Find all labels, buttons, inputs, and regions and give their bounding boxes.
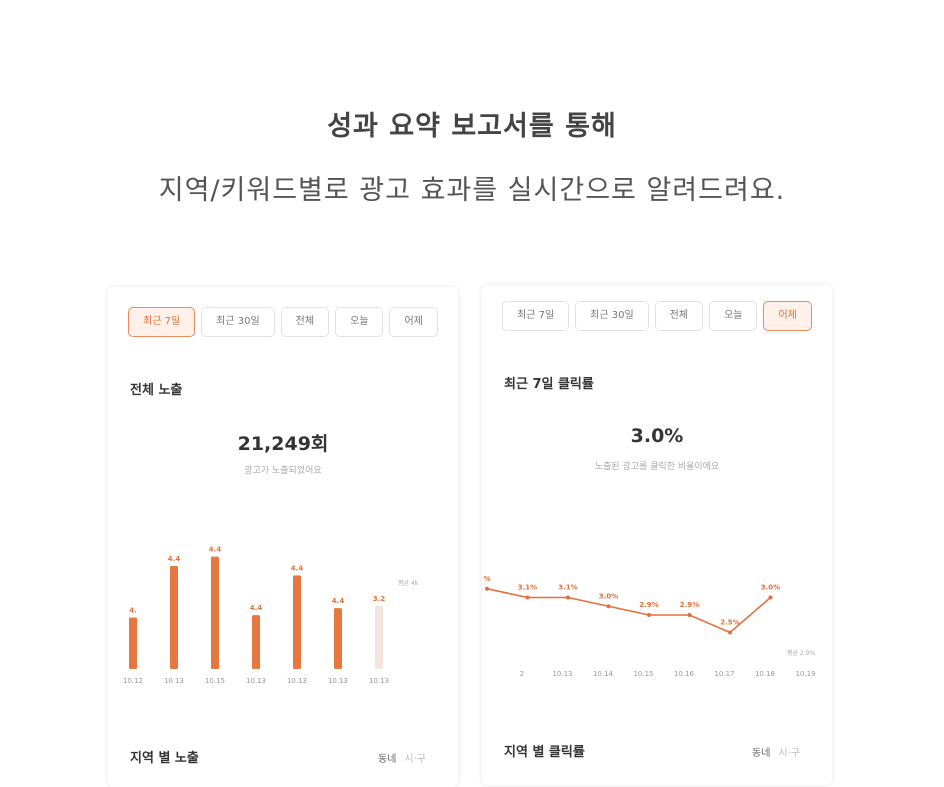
total-impressions: 21,249회 bbox=[237, 433, 329, 455]
bar bbox=[211, 556, 219, 669]
point-value-label: % bbox=[483, 575, 490, 583]
click-rate-caption: 노출된 광고를 클릭한 비율이에요 bbox=[594, 462, 720, 472]
impressions-card: 최근 7일 최근 30일 전체 오늘 어제 전체 노출 21,249회 광고가 노출되었… bbox=[108, 287, 458, 787]
headline: 성과 요약 보고서를 통해 bbox=[327, 111, 617, 142]
section-title: 최근 7일 클릭률 bbox=[504, 377, 594, 392]
tab-yesterday[interactable]: 어제 bbox=[389, 307, 438, 337]
tab-today[interactable]: 오늘 bbox=[709, 301, 758, 331]
bar bbox=[293, 575, 301, 669]
tab-all[interactable]: 전체 bbox=[280, 307, 330, 337]
click-rate-value: 3.0% bbox=[630, 425, 684, 447]
bar bbox=[252, 615, 260, 669]
x-tick-label: 10.19 bbox=[795, 670, 815, 678]
x-tick-label: 10.13 bbox=[552, 670, 572, 678]
bar-value-label: 4.4 bbox=[168, 555, 181, 563]
point-value-label: 2.5% bbox=[720, 619, 739, 627]
x-tick-label: 10.18 bbox=[755, 670, 775, 678]
click-rate-series-line bbox=[486, 587, 772, 634]
data-point bbox=[485, 586, 489, 591]
region-impressions-title: 지역 별 노출 bbox=[130, 751, 199, 766]
click-rate-card: 최근 7일 최근 30일 전체 오늘 어제 최근 7일 클릭률 3.0% 노출된 광고를… bbox=[482, 285, 832, 785]
toggle-city[interactable]: 시·구 bbox=[778, 748, 800, 759]
average-label: 평균 4k bbox=[398, 579, 419, 587]
point-value-label: 2.9% bbox=[680, 601, 699, 609]
section-title: 전체 노출 bbox=[130, 383, 183, 398]
point-value-label: 3.0% bbox=[599, 592, 618, 600]
data-point bbox=[647, 613, 651, 617]
bar bbox=[129, 617, 137, 669]
point-value-label: 2.9% bbox=[639, 601, 658, 609]
region-click-rate-title: 지역 별 클릭률 bbox=[504, 745, 585, 760]
x-tick-label: 10.13 bbox=[287, 677, 307, 685]
bar-value-label: 4.4 bbox=[291, 564, 304, 572]
x-tick-label: 10.17 bbox=[714, 670, 734, 678]
toggle-neighborhood[interactable]: 동네 bbox=[378, 754, 397, 765]
period-tabs: 최근 7일 최근 30일 전체 오늘 어제 bbox=[128, 307, 444, 337]
x-tick-label: 10.15 bbox=[633, 670, 653, 678]
x-tick-label: 10.13 bbox=[164, 677, 184, 685]
point-value-label: 3.1% bbox=[518, 584, 537, 592]
x-tick-label: 10.13 bbox=[369, 677, 389, 685]
bar-value-label: 4.4 bbox=[250, 604, 263, 612]
data-point bbox=[525, 595, 530, 600]
toggle-city[interactable]: 시·구 bbox=[404, 754, 426, 765]
impressions-caption: 광고가 노출되었어요 bbox=[244, 466, 322, 476]
tab-last-30-days[interactable]: 최근 30일 bbox=[201, 307, 275, 337]
tab-today[interactable]: 오늘 bbox=[335, 307, 384, 337]
point-value-label: 3.0% bbox=[761, 584, 780, 592]
tab-last-30-days[interactable]: 최근 30일 bbox=[575, 301, 649, 331]
tab-all[interactable]: 전체 bbox=[654, 301, 704, 331]
impressions-bar-chart: 4. 10.12 4.4 10.13 4.4 10.15 4.4 10.13 4.4 10.13 4… bbox=[123, 546, 419, 685]
period-tabs: 최근 7일 최근 30일 전체 오늘 어제 bbox=[502, 301, 818, 331]
x-tick-label: 10.13 bbox=[246, 677, 266, 685]
data-point bbox=[566, 595, 570, 600]
data-point bbox=[606, 604, 611, 609]
region-toggle[interactable]: 동네 시·구 bbox=[752, 744, 800, 759]
tab-last-7-days[interactable]: 최근 7일 bbox=[128, 307, 196, 337]
data-point bbox=[728, 630, 732, 635]
average-label: 평균 2.9% bbox=[787, 649, 815, 657]
bar bbox=[170, 566, 178, 669]
x-tick-label: 10.16 bbox=[674, 670, 695, 678]
subheadline: 지역/키워드별로 광고 효과를 실시간으로 알려드려요. bbox=[158, 175, 786, 206]
x-tick-label: 10.14 bbox=[593, 670, 614, 678]
toggle-neighborhood[interactable]: 동네 bbox=[752, 748, 771, 759]
bar bbox=[334, 608, 342, 669]
bar-value-label: 4. bbox=[129, 607, 137, 615]
x-tick-label: 10.12 bbox=[123, 677, 143, 685]
point-value-label: 3.1% bbox=[558, 584, 577, 592]
bar bbox=[375, 605, 383, 669]
region-toggle[interactable]: 동네 시·구 bbox=[378, 750, 426, 765]
x-tick-label: 2 bbox=[520, 670, 524, 678]
click-rate-line-chart: % 2 3.1% 10.13 3.1% 10.14 3.0% 10.15 2.9% 10.16 2.… bbox=[483, 575, 815, 678]
bar-value-label: 4.4 bbox=[332, 597, 345, 605]
x-tick-label: 10.13 bbox=[328, 677, 348, 685]
tab-last-7-days[interactable]: 최근 7일 bbox=[502, 301, 570, 331]
data-point bbox=[768, 595, 773, 600]
tab-yesterday[interactable]: 어제 bbox=[763, 301, 812, 331]
x-tick-label: 10.15 bbox=[205, 677, 225, 685]
data-point bbox=[687, 613, 692, 617]
bar-value-label: 3.2 bbox=[373, 595, 386, 603]
bar-value-label: 4.4 bbox=[209, 546, 222, 554]
